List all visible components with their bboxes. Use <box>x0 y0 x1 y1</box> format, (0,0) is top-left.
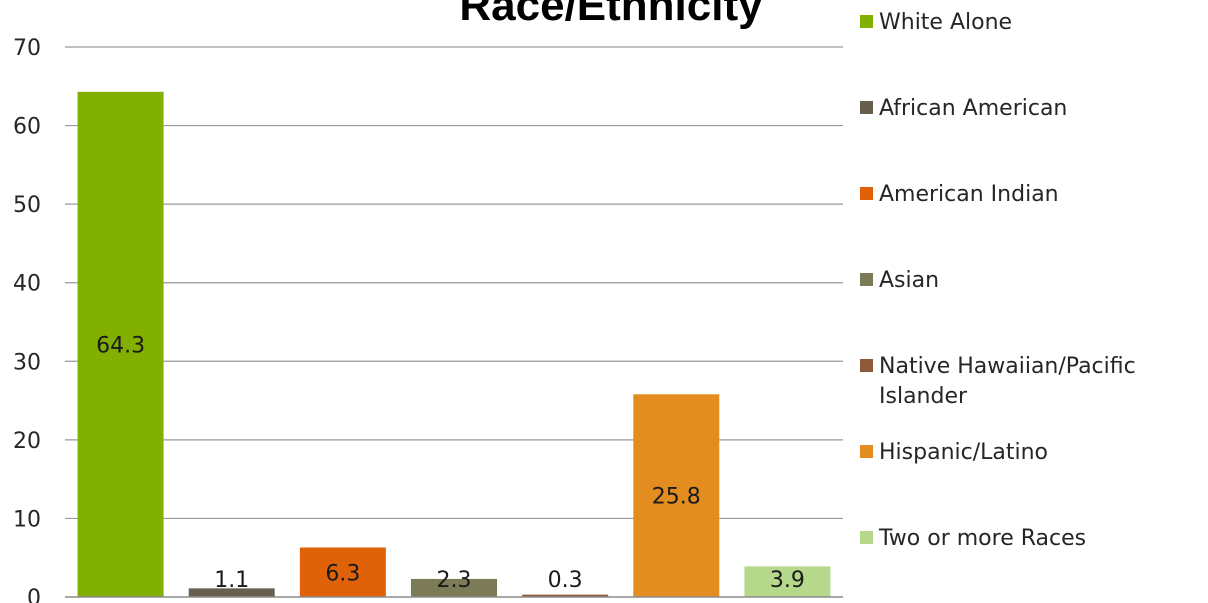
data-labels: 64.3 1.1 6.3 2.3 0.3 25.8 3.9 <box>96 333 805 593</box>
data-label: 64.3 <box>96 333 145 358</box>
bar-2 <box>188 588 275 597</box>
legend-label: Native Hawaiian/Pacific Islander <box>879 354 1136 409</box>
bar-1 <box>77 91 164 598</box>
legend-swatch <box>860 531 873 544</box>
legend-swatch <box>860 359 873 372</box>
legend-swatch <box>860 187 873 200</box>
data-label: 3.9 <box>770 568 805 593</box>
legend: White Alone African American American Indi… <box>860 10 1136 551</box>
data-label: 0.3 <box>548 568 583 593</box>
legend-swatch <box>860 101 873 114</box>
y-tick-label: 10 <box>13 507 41 532</box>
legend-label: Two or more Races <box>878 526 1086 551</box>
chart-title: Race/Ethnicity <box>459 0 763 30</box>
legend-label: African American <box>879 96 1067 121</box>
legend-label: American Indian <box>879 182 1059 207</box>
legend-swatch <box>860 445 873 458</box>
data-label: 6.3 <box>325 561 360 586</box>
legend-label: Hispanic/Latino <box>879 440 1048 465</box>
y-tick-label: 20 <box>13 429 41 454</box>
bar-7 <box>744 566 831 597</box>
legend-label: Asian <box>879 268 939 293</box>
bar-4 <box>411 578 497 597</box>
bar-5 <box>522 594 609 597</box>
y-tick-label: 50 <box>13 193 41 218</box>
y-axis-ticks: 0 10 20 30 40 50 60 70 <box>13 36 41 603</box>
bar-3 <box>299 547 386 597</box>
y-tick-label: 30 <box>13 350 41 375</box>
data-label: 25.8 <box>652 485 701 510</box>
data-label: 1.1 <box>214 568 249 593</box>
y-tick-label: 40 <box>13 272 41 297</box>
y-tick-label: 70 <box>13 36 41 61</box>
gridlines <box>65 46 843 520</box>
data-label: 2.3 <box>437 568 472 593</box>
legend-label: White Alone <box>879 10 1012 35</box>
legend-swatch <box>860 273 873 286</box>
legend-swatch <box>860 15 873 28</box>
y-tick-label: 0 <box>27 586 41 603</box>
y-tick-label: 60 <box>13 115 41 140</box>
bars <box>77 91 831 598</box>
bar-6 <box>633 394 720 597</box>
